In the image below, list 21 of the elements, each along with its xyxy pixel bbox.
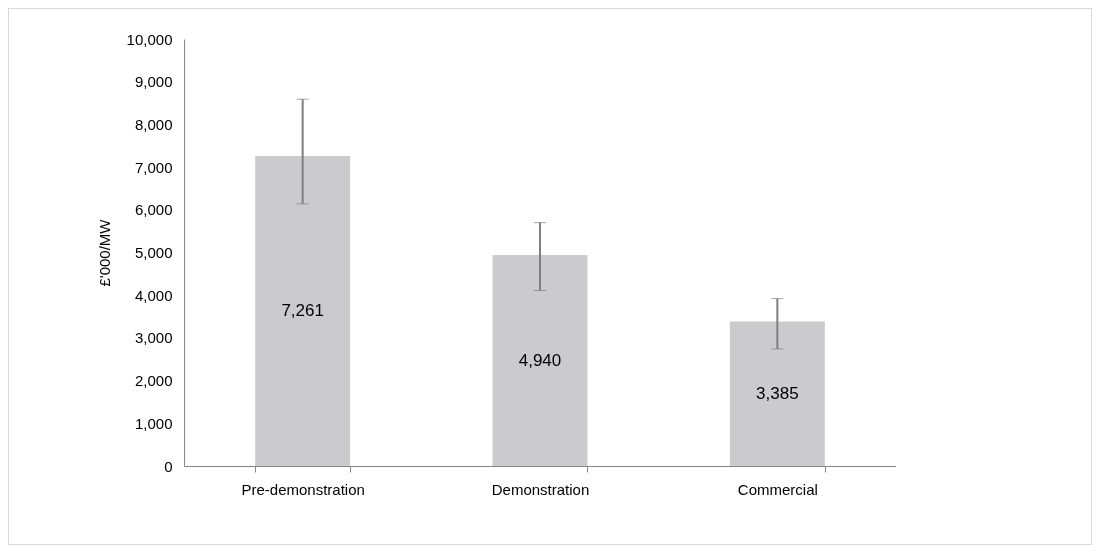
y-tick-label: 5,000: [134, 244, 173, 261]
x-tick-label: Demonstration: [491, 480, 590, 498]
y-tick-label: 2,000: [134, 372, 173, 390]
bar: [729, 321, 825, 466]
y-tick-label: 9,000: [134, 73, 173, 91]
y-tick-label: 1,000: [134, 414, 173, 432]
y-tick-label: 8,000: [134, 115, 173, 133]
x-tick-label: Commercial: [737, 480, 818, 498]
bar: [492, 255, 588, 466]
y-tick-label: 4,000: [134, 286, 173, 304]
data-label: 4,940: [518, 350, 562, 370]
data-label: 7,261: [281, 300, 324, 320]
y-tick-label: 6,000: [134, 201, 173, 219]
data-label: 3,385: [756, 383, 799, 403]
y-tick-label: 7,000: [134, 158, 173, 176]
y-axis-title: £'000/MW: [95, 218, 113, 287]
x-tick-label: Pre-demonstration: [241, 480, 365, 498]
y-tick-label: 3,000: [134, 329, 173, 347]
bar: [255, 155, 351, 466]
y-tick-label: 0: [164, 457, 173, 475]
y-tick-label: 10,000: [126, 30, 173, 48]
